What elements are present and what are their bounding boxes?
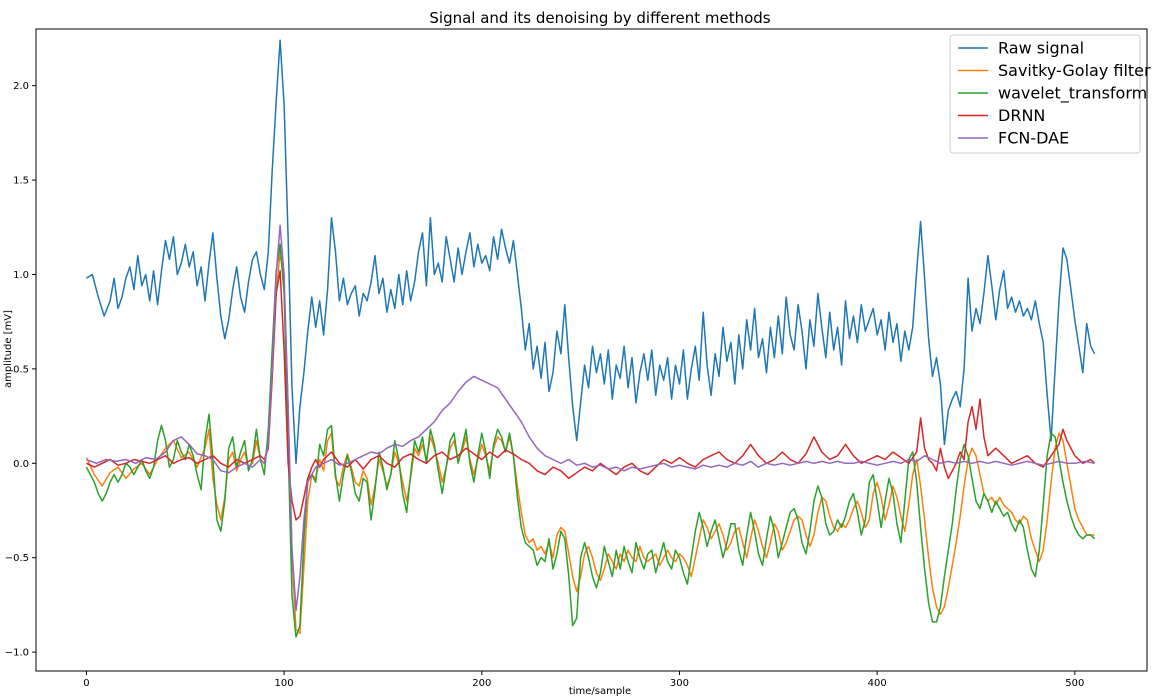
y-tick-label: 0.5 [13,364,29,375]
series-line-2 [85,243,1096,638]
series-line-3 [86,269,1096,521]
x-tick-label: 0 [83,678,89,689]
legend: Raw signal Savitky-Golay filter wavelet_tr… [949,34,1151,154]
legend-box [949,34,1141,154]
y-tick-label: 1.5 [13,176,29,187]
y-axis-label: amplitude [mV] [3,310,14,388]
legend-label-3: DRNN [998,106,1045,125]
y-tick-label: 1.0 [13,270,29,281]
y-tick-label: 2.0 [13,81,29,92]
x-axis: 0 100 200 300 400 500 [83,671,1084,689]
x-tick-label: 400 [868,678,887,689]
y-tick-label: −0.5 [5,553,29,564]
legend-label-1: Savitky-Golay filter [998,61,1151,80]
y-tick-label: −1.0 [5,648,29,659]
legend-label-2: wavelet_transform [998,84,1147,104]
x-tick-label: 100 [275,678,294,689]
x-tick-label: 500 [1065,678,1084,689]
series-line-4 [86,224,1095,612]
y-tick-label: 0.0 [13,459,29,470]
plot-area [85,39,1096,638]
plot-frame [35,28,1148,672]
y-axis: −1.0 −0.5 0.0 0.5 1.0 1.5 2.0 [5,81,36,659]
x-tick-label: 200 [472,678,491,689]
series-line-0 [86,39,1096,465]
x-axis-label: time/sample [569,686,631,697]
chart-title: Signal and its denoising by different me… [429,9,770,27]
series-line-1 [85,251,1095,634]
legend-label-4: FCN-DAE [998,129,1069,148]
legend-label-0: Raw signal [998,39,1084,58]
x-tick-label: 300 [670,678,689,689]
